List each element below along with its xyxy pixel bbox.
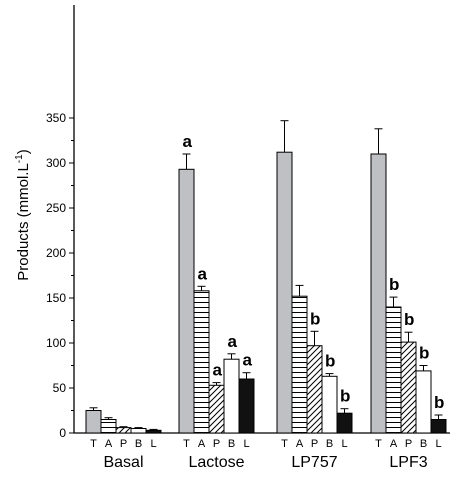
- x-category-label: A: [296, 438, 304, 450]
- x-category-label: A: [198, 438, 206, 450]
- x-category-label: B: [326, 438, 333, 450]
- x-category-label: P: [311, 438, 318, 450]
- x-category-label: B: [420, 438, 427, 450]
- y-tick-label: 250: [46, 201, 66, 215]
- significance-letter: a: [213, 361, 223, 380]
- x-category-label: A: [105, 438, 113, 450]
- x-category-label: T: [183, 438, 190, 450]
- bar-lpf3-A: [385, 306, 402, 434]
- y-tick-label: 50: [53, 381, 67, 395]
- bar-lpf3-B: [415, 370, 432, 434]
- x-category-label: P: [120, 438, 127, 450]
- significance-letter: b: [419, 344, 429, 363]
- bar-basal-T: [85, 410, 102, 434]
- bar-basal-B: [130, 428, 147, 434]
- bar-lp757-P: [306, 345, 323, 434]
- y-tick-label: 150: [46, 291, 66, 305]
- bar-lp757-B: [321, 375, 338, 434]
- y-axis-title: Products (mmol.L-1): [14, 149, 32, 280]
- bar-lpf3-T: [370, 153, 387, 434]
- bar-lactose-L: [238, 378, 255, 434]
- x-category-label: T: [281, 438, 288, 450]
- bar-basal-P: [115, 427, 132, 434]
- x-category-label: B: [135, 438, 142, 450]
- x-category-label: L: [243, 438, 249, 450]
- significance-letter: a: [183, 132, 193, 151]
- x-category-label: L: [435, 438, 441, 450]
- x-group-label: LP757: [291, 454, 337, 471]
- y-tick-label: 0: [59, 426, 66, 440]
- significance-letter: b: [340, 387, 350, 406]
- x-category-label: L: [150, 438, 156, 450]
- significance-letter: b: [325, 352, 335, 371]
- x-category-label: L: [341, 438, 347, 450]
- bar-lpf3-P: [400, 341, 417, 434]
- bar-basal-L: [145, 429, 162, 434]
- significance-letter: b: [310, 309, 320, 328]
- bar-lp757-T: [276, 151, 293, 434]
- x-group-label: Lactose: [188, 454, 244, 471]
- y-tick-label: 200: [46, 246, 66, 260]
- bar-lp757-L: [336, 412, 353, 434]
- x-category-label: T: [90, 438, 97, 450]
- y-tick-label: 350: [46, 111, 66, 125]
- significance-letter: b: [434, 393, 444, 412]
- x-category-label: B: [228, 438, 235, 450]
- bar-basal-A: [100, 419, 117, 434]
- significance-letter: b: [389, 275, 399, 294]
- x-category-label: A: [390, 438, 398, 450]
- significance-letter: a: [228, 332, 238, 351]
- bar-lactose-B: [223, 358, 240, 434]
- significance-letter: b: [404, 310, 414, 329]
- bar-lp757-A: [291, 295, 308, 434]
- x-category-label: P: [405, 438, 412, 450]
- bar-lactose-P: [208, 384, 225, 434]
- x-category-label: T: [375, 438, 382, 450]
- x-group-label: LPF3: [389, 454, 427, 471]
- x-category-label: P: [213, 438, 220, 450]
- bar-lpf3-L: [430, 419, 447, 434]
- bar-lactose-T: [178, 168, 195, 434]
- y-tick-label: 300: [46, 156, 66, 170]
- significance-letter: a: [198, 264, 208, 283]
- y-tick-label: 100: [46, 336, 66, 350]
- bar-lactose-A: [193, 290, 210, 434]
- x-group-label: Basal: [103, 454, 143, 471]
- significance-letter: a: [243, 351, 253, 370]
